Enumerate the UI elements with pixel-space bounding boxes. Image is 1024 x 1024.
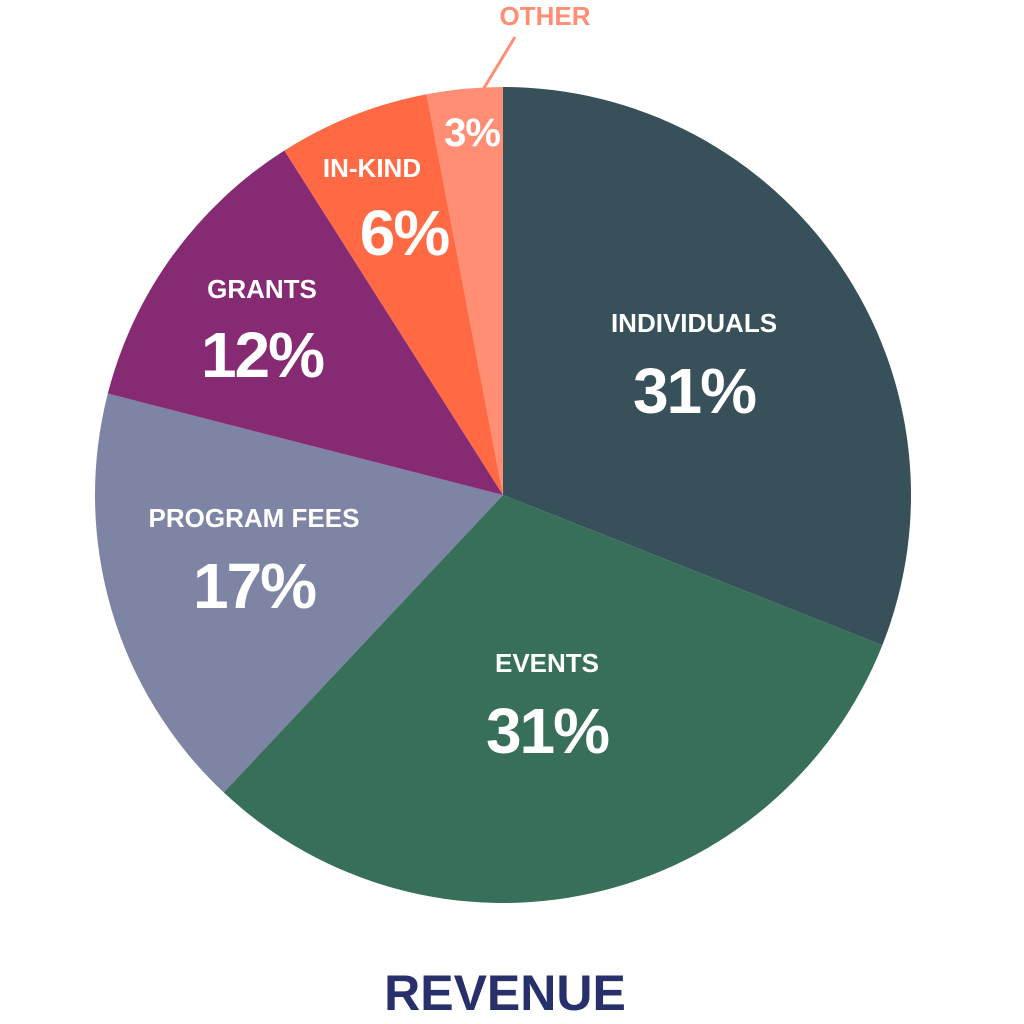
slice-percent-label: 3% [444, 111, 500, 155]
pie-slice-other [426, 87, 503, 495]
slice-label: GRANTS [207, 274, 317, 304]
slice-label: PROGRAM FEES [149, 503, 360, 533]
other-leader-line [482, 36, 517, 89]
pie-slice-grants [107, 150, 504, 495]
pie-slice-program-fees [95, 393, 504, 793]
pie-slice-events [223, 495, 883, 903]
pie-slice-in-kind [284, 94, 503, 495]
slice-percent-label: 31% [633, 355, 756, 427]
slice-percent-label: 31% [486, 695, 609, 767]
slice-label: INDIVIDUALS [611, 308, 777, 338]
chart-title: REVENUE [384, 965, 626, 1021]
slice-percent-label: 17% [193, 550, 316, 622]
slice-percent-label: 12% [201, 319, 324, 391]
slice-label: IN-KIND [323, 153, 421, 183]
slice-label: OTHER [500, 1, 591, 31]
slice-label: EVENTS [495, 648, 599, 678]
slice-percent-label: 6% [360, 197, 450, 269]
pie-slice-individuals [503, 86, 912, 646]
